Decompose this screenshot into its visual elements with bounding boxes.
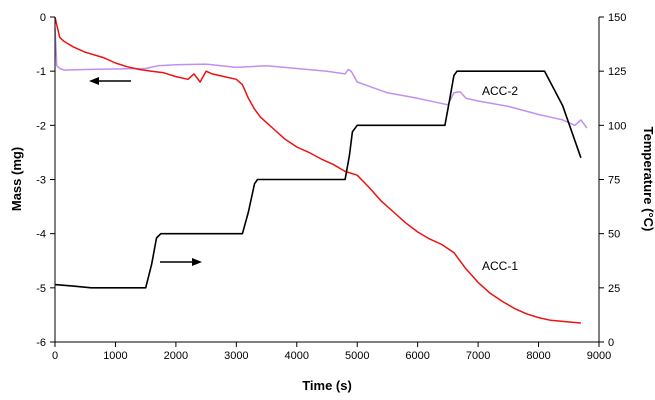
x-tick-label: 1000 bbox=[103, 350, 127, 362]
x-axis-title: Time (s) bbox=[302, 378, 352, 393]
y2-axis-title: Temperature (°C) bbox=[641, 127, 655, 232]
x-tick-label: 2000 bbox=[164, 350, 188, 362]
y2-tick-label: 0 bbox=[608, 337, 614, 349]
y-tick-label: -2 bbox=[36, 120, 46, 132]
arrow-left-head bbox=[89, 77, 99, 85]
x-tick-label: 0 bbox=[52, 350, 58, 362]
x-tick-label: 4000 bbox=[285, 350, 309, 362]
y-tick-label: -3 bbox=[36, 175, 46, 187]
y-tick-label: 0 bbox=[40, 12, 46, 24]
y-tick-label: -1 bbox=[36, 66, 46, 78]
label-acc1: ACC-1 bbox=[482, 259, 518, 273]
x-tick-label: 8000 bbox=[526, 350, 550, 362]
y2-tick-label: 50 bbox=[608, 229, 620, 241]
annotation-layer: ACC-2 ACC-1 bbox=[89, 77, 518, 273]
y-tick-label: -6 bbox=[36, 337, 46, 349]
series-layer bbox=[54, 16, 588, 324]
y2-tick-label: 100 bbox=[608, 120, 626, 132]
label-acc2: ACC-2 bbox=[482, 84, 518, 98]
x-tick-label: 9000 bbox=[587, 350, 611, 362]
x-tick-label: 7000 bbox=[466, 350, 490, 362]
series-acc1-mass-line bbox=[54, 16, 581, 324]
y2-tick-label: 25 bbox=[608, 283, 620, 295]
y-tick-label: -5 bbox=[36, 283, 46, 295]
y-axis-title: Mass (mg) bbox=[9, 147, 24, 211]
y2-tick-label: 150 bbox=[608, 12, 626, 24]
y2-tick-label: 125 bbox=[608, 66, 626, 78]
x-tick-label: 5000 bbox=[345, 350, 369, 362]
y-tick-label: -4 bbox=[36, 229, 46, 241]
series-temperature-line bbox=[54, 70, 582, 289]
x-tick-label: 6000 bbox=[405, 350, 429, 362]
series-acc2-mass-line bbox=[54, 27, 588, 129]
ticks-layer: 0 1000 2000 3000 4000 5000 6000 7000 8000 90000-1… bbox=[36, 12, 626, 362]
y2-tick-label: 75 bbox=[608, 175, 620, 187]
x-tick-label: 3000 bbox=[224, 350, 248, 362]
arrow-right-head bbox=[192, 258, 202, 266]
